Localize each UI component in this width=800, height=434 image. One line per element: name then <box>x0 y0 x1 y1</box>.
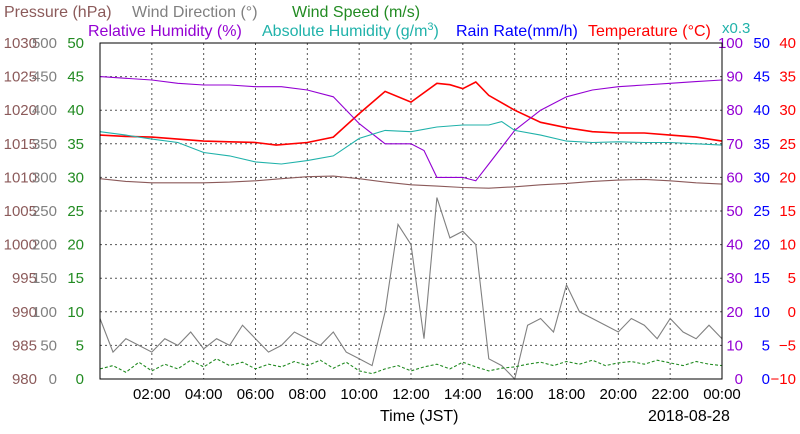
y-tick-label-temperature: 5 <box>788 270 796 287</box>
y-tick-label-relative-humidity: 80 <box>726 102 743 119</box>
y-tick-label-relative-humidity: 70 <box>726 136 743 153</box>
y-tick-label-rain-rate: 25 <box>753 203 770 220</box>
y-tick-label-pressure: 990 <box>12 304 37 321</box>
x-tick-label: 02:00 <box>133 386 171 403</box>
legend-rain-rate: Rain Rate(mm/h) <box>456 23 578 40</box>
series-wind-speed-line <box>99 358 723 375</box>
x-tick-label: 18:00 <box>548 386 586 403</box>
series-temperature-line <box>99 81 723 146</box>
y-tick-label-wind-direction: 50 <box>40 337 57 354</box>
x-tick-label: 22:00 <box>651 386 689 403</box>
y-tick-label-pressure: 1010 <box>4 169 37 186</box>
y-tick-label-rain-rate: 45 <box>753 69 770 86</box>
x-tick-label: 12:00 <box>392 386 430 403</box>
y-tick-label-wind-direction: 100 <box>32 304 57 321</box>
y-tick-label-pressure: 980 <box>12 371 37 388</box>
y-tick-label-temperature: 35 <box>779 69 796 86</box>
y-tick-label-wind-direction: 450 <box>32 69 57 86</box>
date-label: 2018-08-28 <box>648 408 730 425</box>
y-tick-label-wind-speed: 25 <box>67 203 84 220</box>
y-tick-label-pressure: 1005 <box>4 203 37 220</box>
x-tick-label: 16:00 <box>496 386 534 403</box>
grid <box>100 43 722 379</box>
y-tick-label-rain-rate: 5 <box>762 337 770 354</box>
x-tick-label: 00:00 <box>703 386 741 403</box>
y-tick-label-relative-humidity: 0 <box>735 371 743 388</box>
y-tick-label-rain-rate: 40 <box>753 102 770 119</box>
y-tick-label-pressure: 1025 <box>4 69 37 86</box>
y-tick-label-wind-direction: 500 <box>32 35 57 52</box>
y-tick-label-temperature: −10 <box>771 371 796 388</box>
legend-wind-speed: Wind Speed (m/s) <box>292 4 420 21</box>
y-tick-label-temperature: 20 <box>779 169 796 186</box>
plot-frame <box>99 42 723 380</box>
y-tick-label-relative-humidity: 90 <box>726 69 743 86</box>
y-tick-label-wind-speed: 40 <box>67 102 84 119</box>
series-relative-humidity-line <box>99 76 723 182</box>
y-tick-label-relative-humidity: 20 <box>726 304 743 321</box>
axes: 02:00 04:00 06:00 08:00 10:00 12:00 14:00 16:00… <box>4 35 796 403</box>
y-tick-label-rain-rate: 50 <box>753 35 770 52</box>
legend-absolute-humidity: Absolute Humidity (g/m3) <box>262 21 439 40</box>
legend: Pressure (hPa) Wind Direction (°) Wind S… <box>4 4 750 40</box>
y-tick-label-wind-speed: 35 <box>67 136 84 153</box>
y-tick-label-wind-direction: 150 <box>32 270 57 287</box>
legend-temperature: Temperature (°C) <box>588 23 711 40</box>
y-tick-label-relative-humidity: 30 <box>726 270 743 287</box>
y-tick-label-rain-rate: 10 <box>753 304 770 321</box>
y-tick-label-wind-speed: 20 <box>67 237 84 254</box>
y-tick-label-wind-direction: 350 <box>32 136 57 153</box>
y-tick-label-rain-rate: 20 <box>753 237 770 254</box>
y-tick-label-rain-rate: 0 <box>762 371 770 388</box>
x-tick-label: 10:00 <box>340 386 378 403</box>
legend-pressure: Pressure (hPa) <box>4 4 112 21</box>
y-tick-label-rain-rate: 35 <box>753 136 770 153</box>
y-tick-label-wind-speed: 0 <box>76 371 84 388</box>
y-tick-label-wind-speed: 15 <box>67 270 84 287</box>
x-axis-label: Time (JST) <box>380 408 459 425</box>
y-tick-label-wind-direction: 200 <box>32 237 57 254</box>
x-tick-label: 14:00 <box>444 386 482 403</box>
y-tick-label-relative-humidity: 10 <box>726 337 743 354</box>
y-tick-label-wind-direction: 250 <box>32 203 57 220</box>
y-tick-label-rain-rate: 30 <box>753 169 770 186</box>
y-tick-label-temperature: 25 <box>779 136 796 153</box>
x-tick-label: 04:00 <box>185 386 223 403</box>
abs-humidity-scale-label: x0.3 <box>722 20 750 37</box>
y-tick-label-relative-humidity: 40 <box>726 237 743 254</box>
y-tick-label-wind-speed: 30 <box>67 169 84 186</box>
x-tick-label: 06:00 <box>237 386 275 403</box>
x-tick-label: 20:00 <box>600 386 638 403</box>
series-wind-direction-line <box>99 197 723 381</box>
legend-relative-humidity: Relative Humidity (%) <box>88 23 242 40</box>
y-tick-label-temperature: 0 <box>788 304 796 321</box>
y-tick-label-temperature: 15 <box>779 203 796 220</box>
y-tick-label-temperature: 40 <box>779 35 796 52</box>
y-tick-label-wind-direction: 300 <box>32 169 57 186</box>
y-tick-label-pressure: 985 <box>12 337 37 354</box>
y-tick-label-wind-speed: 50 <box>67 35 84 52</box>
y-tick-label-pressure: 1000 <box>4 237 37 254</box>
y-tick-label-relative-humidity: 60 <box>726 169 743 186</box>
y-tick-label-pressure: 1030 <box>4 35 37 52</box>
y-tick-label-relative-humidity: 50 <box>726 203 743 220</box>
y-tick-label-pressure: 995 <box>12 270 37 287</box>
y-tick-label-wind-direction: 0 <box>49 371 57 388</box>
y-tick-label-temperature: 10 <box>779 237 796 254</box>
y-tick-label-temperature: −5 <box>779 337 796 354</box>
y-tick-label-rain-rate: 15 <box>753 270 770 287</box>
x-tick-label: 08:00 <box>289 386 327 403</box>
legend-wind-direction: Wind Direction (°) <box>132 4 258 21</box>
series-pressure-line <box>99 175 723 189</box>
y-tick-label-wind-speed: 10 <box>67 304 84 321</box>
y-tick-label-pressure: 1020 <box>4 102 37 119</box>
y-tick-label-wind-speed: 45 <box>67 69 84 86</box>
y-tick-label-wind-speed: 5 <box>76 337 84 354</box>
y-tick-label-wind-direction: 400 <box>32 102 57 119</box>
y-tick-label-temperature: 30 <box>779 102 796 119</box>
y-tick-label-relative-humidity: 100 <box>718 35 743 52</box>
y-tick-label-pressure: 1015 <box>4 136 37 153</box>
series-temperature-line <box>99 121 723 165</box>
